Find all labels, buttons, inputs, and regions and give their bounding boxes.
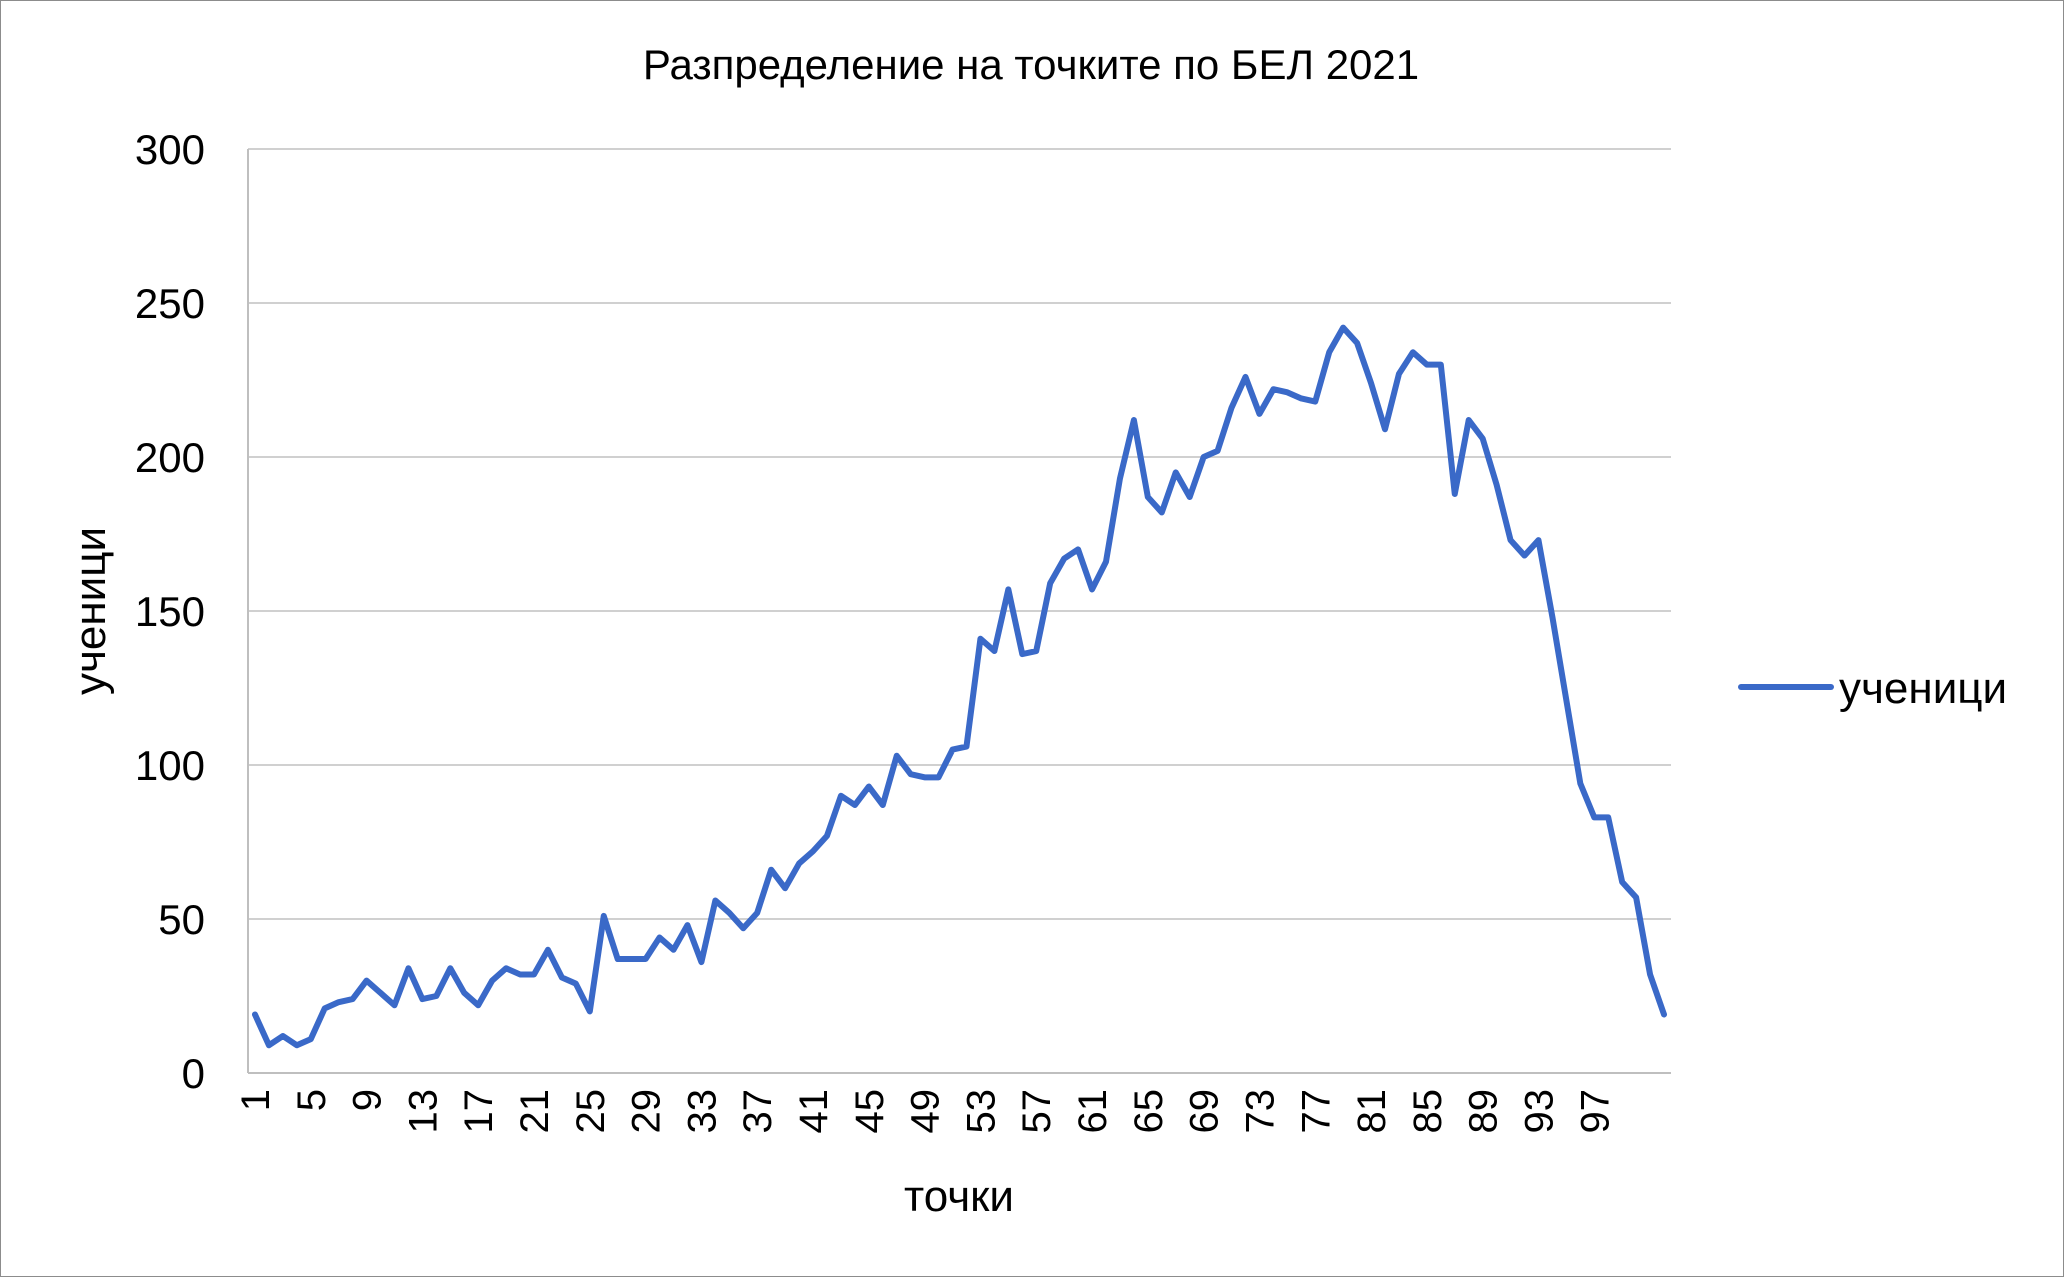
series-line-ученици — [255, 328, 1664, 1046]
x-tick-label: 93 — [1517, 1089, 1561, 1134]
x-axis-label: точки — [904, 1172, 1014, 1221]
y-tick-label: 50 — [158, 896, 205, 943]
x-tick-label: 5 — [290, 1089, 334, 1111]
legend-label: ученици — [1839, 664, 2007, 713]
y-tick-labels: 0 50 100 150 200 250 300 — [135, 126, 205, 1097]
x-tick-label: 41 — [792, 1089, 836, 1134]
y-tick-label: 200 — [135, 434, 205, 481]
x-tick-label: 69 — [1183, 1089, 1227, 1134]
x-tick-label: 29 — [625, 1089, 669, 1134]
x-tick-label: 17 — [457, 1089, 501, 1134]
x-tick-label: 1 — [234, 1089, 278, 1111]
x-tick-label: 21 — [513, 1089, 557, 1134]
y-axis-label: ученици — [66, 527, 115, 695]
x-tick-label: 53 — [959, 1089, 1003, 1134]
x-tick-label: 85 — [1406, 1089, 1450, 1134]
y-tick-label: 300 — [135, 126, 205, 173]
x-tick-label: 33 — [680, 1089, 724, 1134]
y-tick-label: 150 — [135, 588, 205, 635]
x-tick-label: 81 — [1350, 1089, 1394, 1134]
y-tick-label: 0 — [182, 1050, 205, 1097]
y-tick-label: 250 — [135, 280, 205, 327]
x-tick-label: 77 — [1294, 1089, 1338, 1134]
x-tick-label: 57 — [1015, 1089, 1059, 1134]
gridlines — [248, 149, 1671, 1073]
chart-title: Разпределение на точките по БЕЛ 2021 — [643, 41, 1419, 88]
x-tick-label: 13 — [401, 1089, 445, 1134]
series-group — [255, 328, 1664, 1046]
x-tick-label: 45 — [848, 1089, 892, 1134]
x-tick-label: 37 — [736, 1089, 780, 1134]
x-tick-label: 65 — [1127, 1089, 1171, 1134]
x-tick-label: 89 — [1462, 1089, 1506, 1134]
x-tick-label: 61 — [1071, 1089, 1115, 1134]
x-tick-label: 9 — [346, 1089, 390, 1111]
x-tick-label: 73 — [1238, 1089, 1282, 1134]
y-tick-label: 100 — [135, 742, 205, 789]
legend: ученици — [1741, 664, 2007, 713]
x-tick-label: 49 — [904, 1089, 948, 1134]
x-tick-label: 97 — [1573, 1089, 1617, 1134]
x-tick-label: 25 — [569, 1089, 613, 1134]
